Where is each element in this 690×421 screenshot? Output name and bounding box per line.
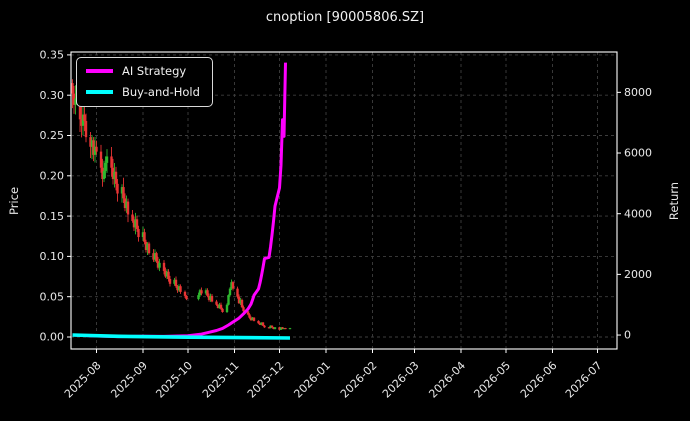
legend-item-ai-strategy: AI Strategy bbox=[86, 64, 200, 78]
svg-text:0.05: 0.05 bbox=[40, 290, 65, 303]
svg-text:0.00: 0.00 bbox=[40, 331, 65, 344]
svg-text:2025-12: 2025-12 bbox=[245, 359, 287, 401]
buy-and-hold-line-swatch bbox=[86, 90, 113, 94]
svg-text:2026-04: 2026-04 bbox=[426, 359, 468, 401]
legend-label-buy-and-hold: Buy-and-Hold bbox=[122, 85, 200, 99]
svg-text:0.10: 0.10 bbox=[40, 250, 65, 263]
svg-text:2000: 2000 bbox=[624, 268, 652, 281]
svg-text:4000: 4000 bbox=[624, 207, 652, 220]
y-axis-label-return: Return bbox=[667, 181, 681, 221]
price-candles bbox=[71, 79, 292, 331]
svg-text:2025-11: 2025-11 bbox=[200, 359, 242, 401]
y-axis-label-price: Price bbox=[7, 186, 21, 216]
legend: AI Strategy Buy-and-Hold bbox=[76, 57, 213, 107]
svg-text:2026-07: 2026-07 bbox=[563, 359, 605, 401]
svg-text:2025-09: 2025-09 bbox=[108, 359, 150, 401]
svg-text:0: 0 bbox=[624, 329, 631, 342]
svg-text:2025-08: 2025-08 bbox=[62, 359, 104, 401]
svg-text:2026-03: 2026-03 bbox=[380, 359, 422, 401]
legend-label-ai-strategy: AI Strategy bbox=[122, 64, 187, 78]
svg-text:6000: 6000 bbox=[624, 147, 652, 160]
svg-text:2025-10: 2025-10 bbox=[153, 359, 195, 401]
svg-text:0.15: 0.15 bbox=[40, 210, 65, 223]
grid bbox=[71, 52, 617, 349]
legend-item-buy-and-hold: Buy-and-Hold bbox=[86, 85, 200, 99]
svg-text:0.25: 0.25 bbox=[40, 129, 65, 142]
buy-and-hold-line bbox=[72, 333, 291, 340]
svg-text:0.20: 0.20 bbox=[40, 169, 65, 182]
ai-strategy-line bbox=[72, 62, 287, 339]
svg-text:0.30: 0.30 bbox=[40, 89, 65, 102]
svg-text:2026-01: 2026-01 bbox=[291, 359, 333, 401]
svg-text:2026-06: 2026-06 bbox=[518, 359, 560, 401]
svg-text:2026-05: 2026-05 bbox=[471, 359, 513, 401]
svg-text:0.35: 0.35 bbox=[40, 49, 65, 62]
chart-title: cnoption [90005806.SZ] bbox=[265, 10, 425, 25]
svg-text:2026-02: 2026-02 bbox=[338, 359, 380, 401]
svg-text:8000: 8000 bbox=[624, 86, 652, 99]
ai-strategy-line-swatch bbox=[86, 69, 113, 73]
